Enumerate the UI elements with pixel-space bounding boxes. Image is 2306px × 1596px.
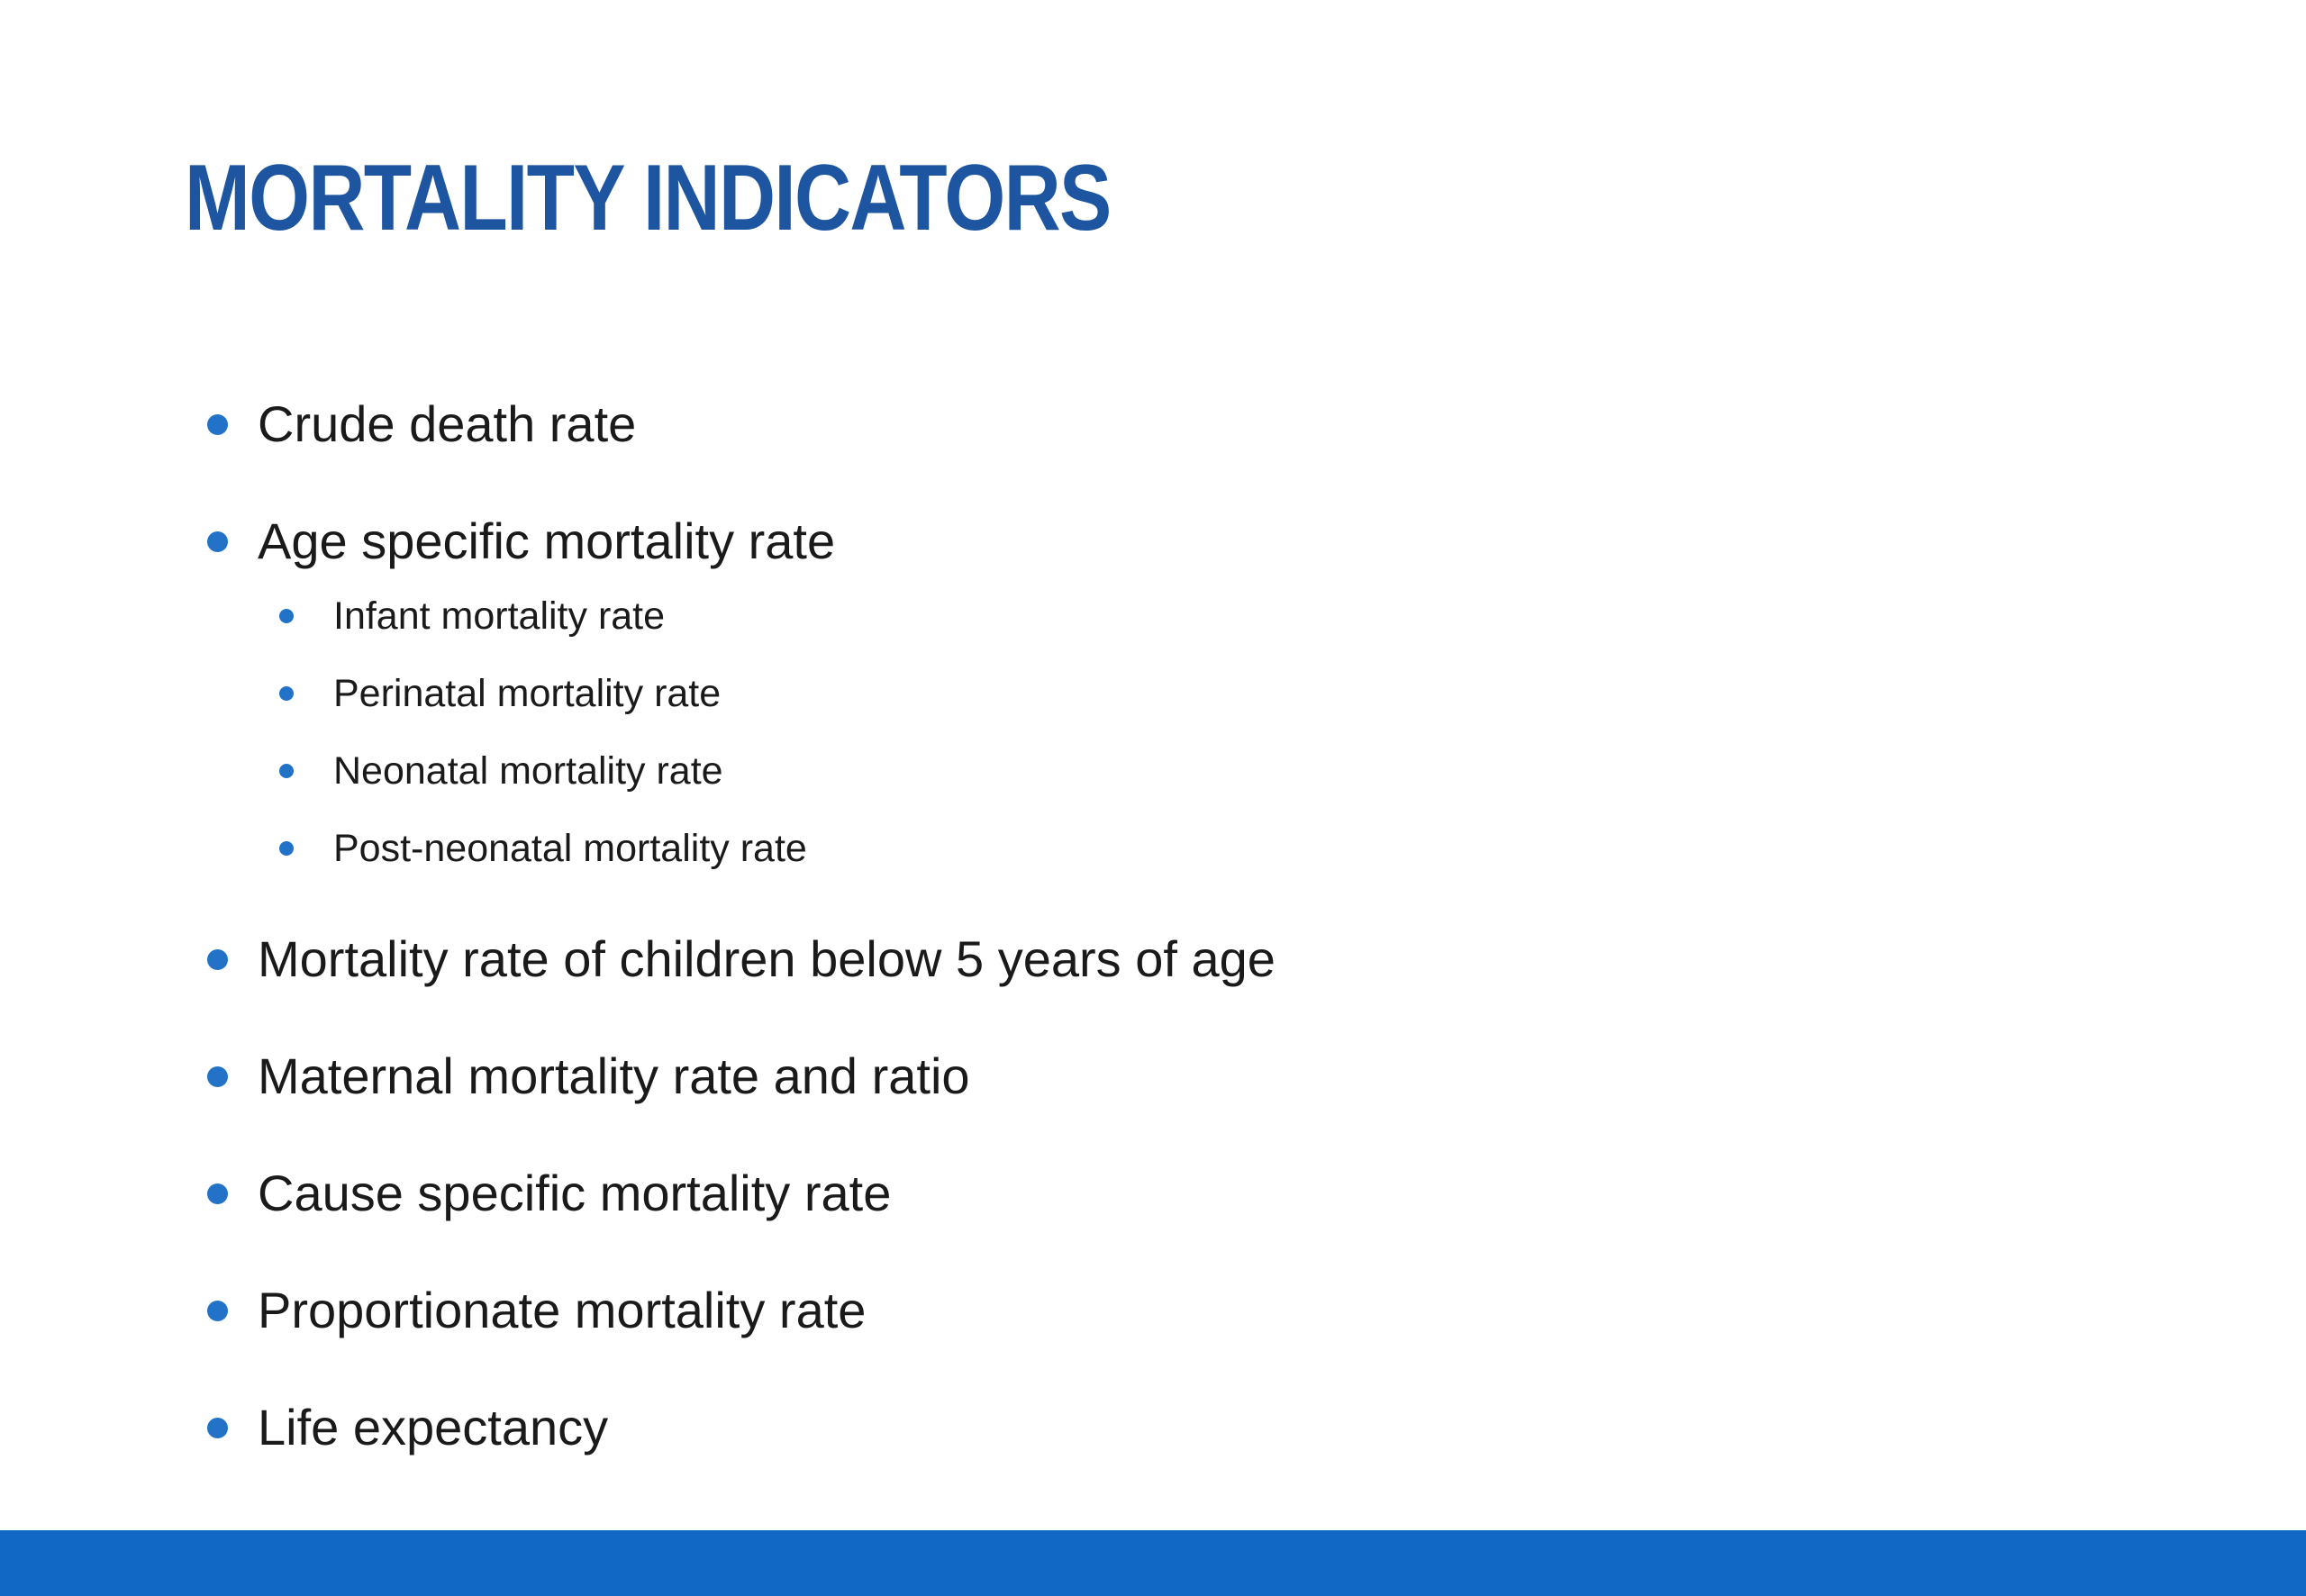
list-item-label: Proportionate mortality rate <box>258 1282 867 1338</box>
sub-bullet-list: Infant mortality rate Perinatal mortality… <box>207 593 835 872</box>
bullet-list: Crude death rate Age specific mortality r… <box>207 394 1276 1515</box>
sub-list-item: Post-neonatal mortality rate <box>279 825 835 872</box>
sub-list-item-label: Post-neonatal mortality rate <box>333 827 807 870</box>
bullet-dot-icon <box>207 1066 228 1087</box>
bullet-dot-icon <box>279 841 294 856</box>
sub-list-item: Infant mortality rate <box>279 593 835 639</box>
list-item: Life expectancy <box>207 1398 1276 1457</box>
list-item: Cause specific mortality rate <box>207 1164 1276 1223</box>
bullet-dot-icon <box>207 1183 228 1204</box>
sub-list-item-label: Perinatal mortality rate <box>333 672 722 715</box>
page-title: MORTALITY INDICATORS <box>185 146 1112 250</box>
list-item-label: Age specific mortality rate <box>258 512 836 569</box>
bullet-dot-icon <box>207 948 228 970</box>
sub-list-item-label: Neonatal mortality rate <box>333 749 723 793</box>
footer-accent-bar <box>0 1530 2306 1596</box>
sub-list-item-label: Infant mortality rate <box>333 594 666 638</box>
list-item: Mortality rate of children below 5 years… <box>207 929 1276 989</box>
bullet-dot-icon <box>207 1300 228 1321</box>
sub-list-item: Neonatal mortality rate <box>279 748 835 794</box>
list-item: Crude death rate <box>207 394 1276 454</box>
sub-list-item: Perinatal mortality rate <box>279 670 835 717</box>
list-item: Maternal mortality rate and ratio <box>207 1047 1276 1106</box>
list-item-label: Mortality rate of children below 5 years… <box>258 930 1276 987</box>
list-item-label: Maternal mortality rate and ratio <box>258 1047 970 1104</box>
list-item-label: Cause specific mortality rate <box>258 1165 892 1221</box>
list-item-label: Life expectancy <box>258 1399 609 1455</box>
list-item: Age specific mortality rate Infant mortal… <box>207 512 1276 872</box>
list-item-label: Crude death rate <box>258 395 637 452</box>
bullet-dot-icon <box>279 764 294 778</box>
bullet-dot-icon <box>279 609 294 623</box>
bullet-dot-icon <box>207 530 228 552</box>
list-item: Proportionate mortality rate <box>207 1281 1276 1340</box>
bullet-dot-icon <box>207 413 228 435</box>
bullet-dot-icon <box>279 686 294 701</box>
bullet-dot-icon <box>207 1417 228 1438</box>
